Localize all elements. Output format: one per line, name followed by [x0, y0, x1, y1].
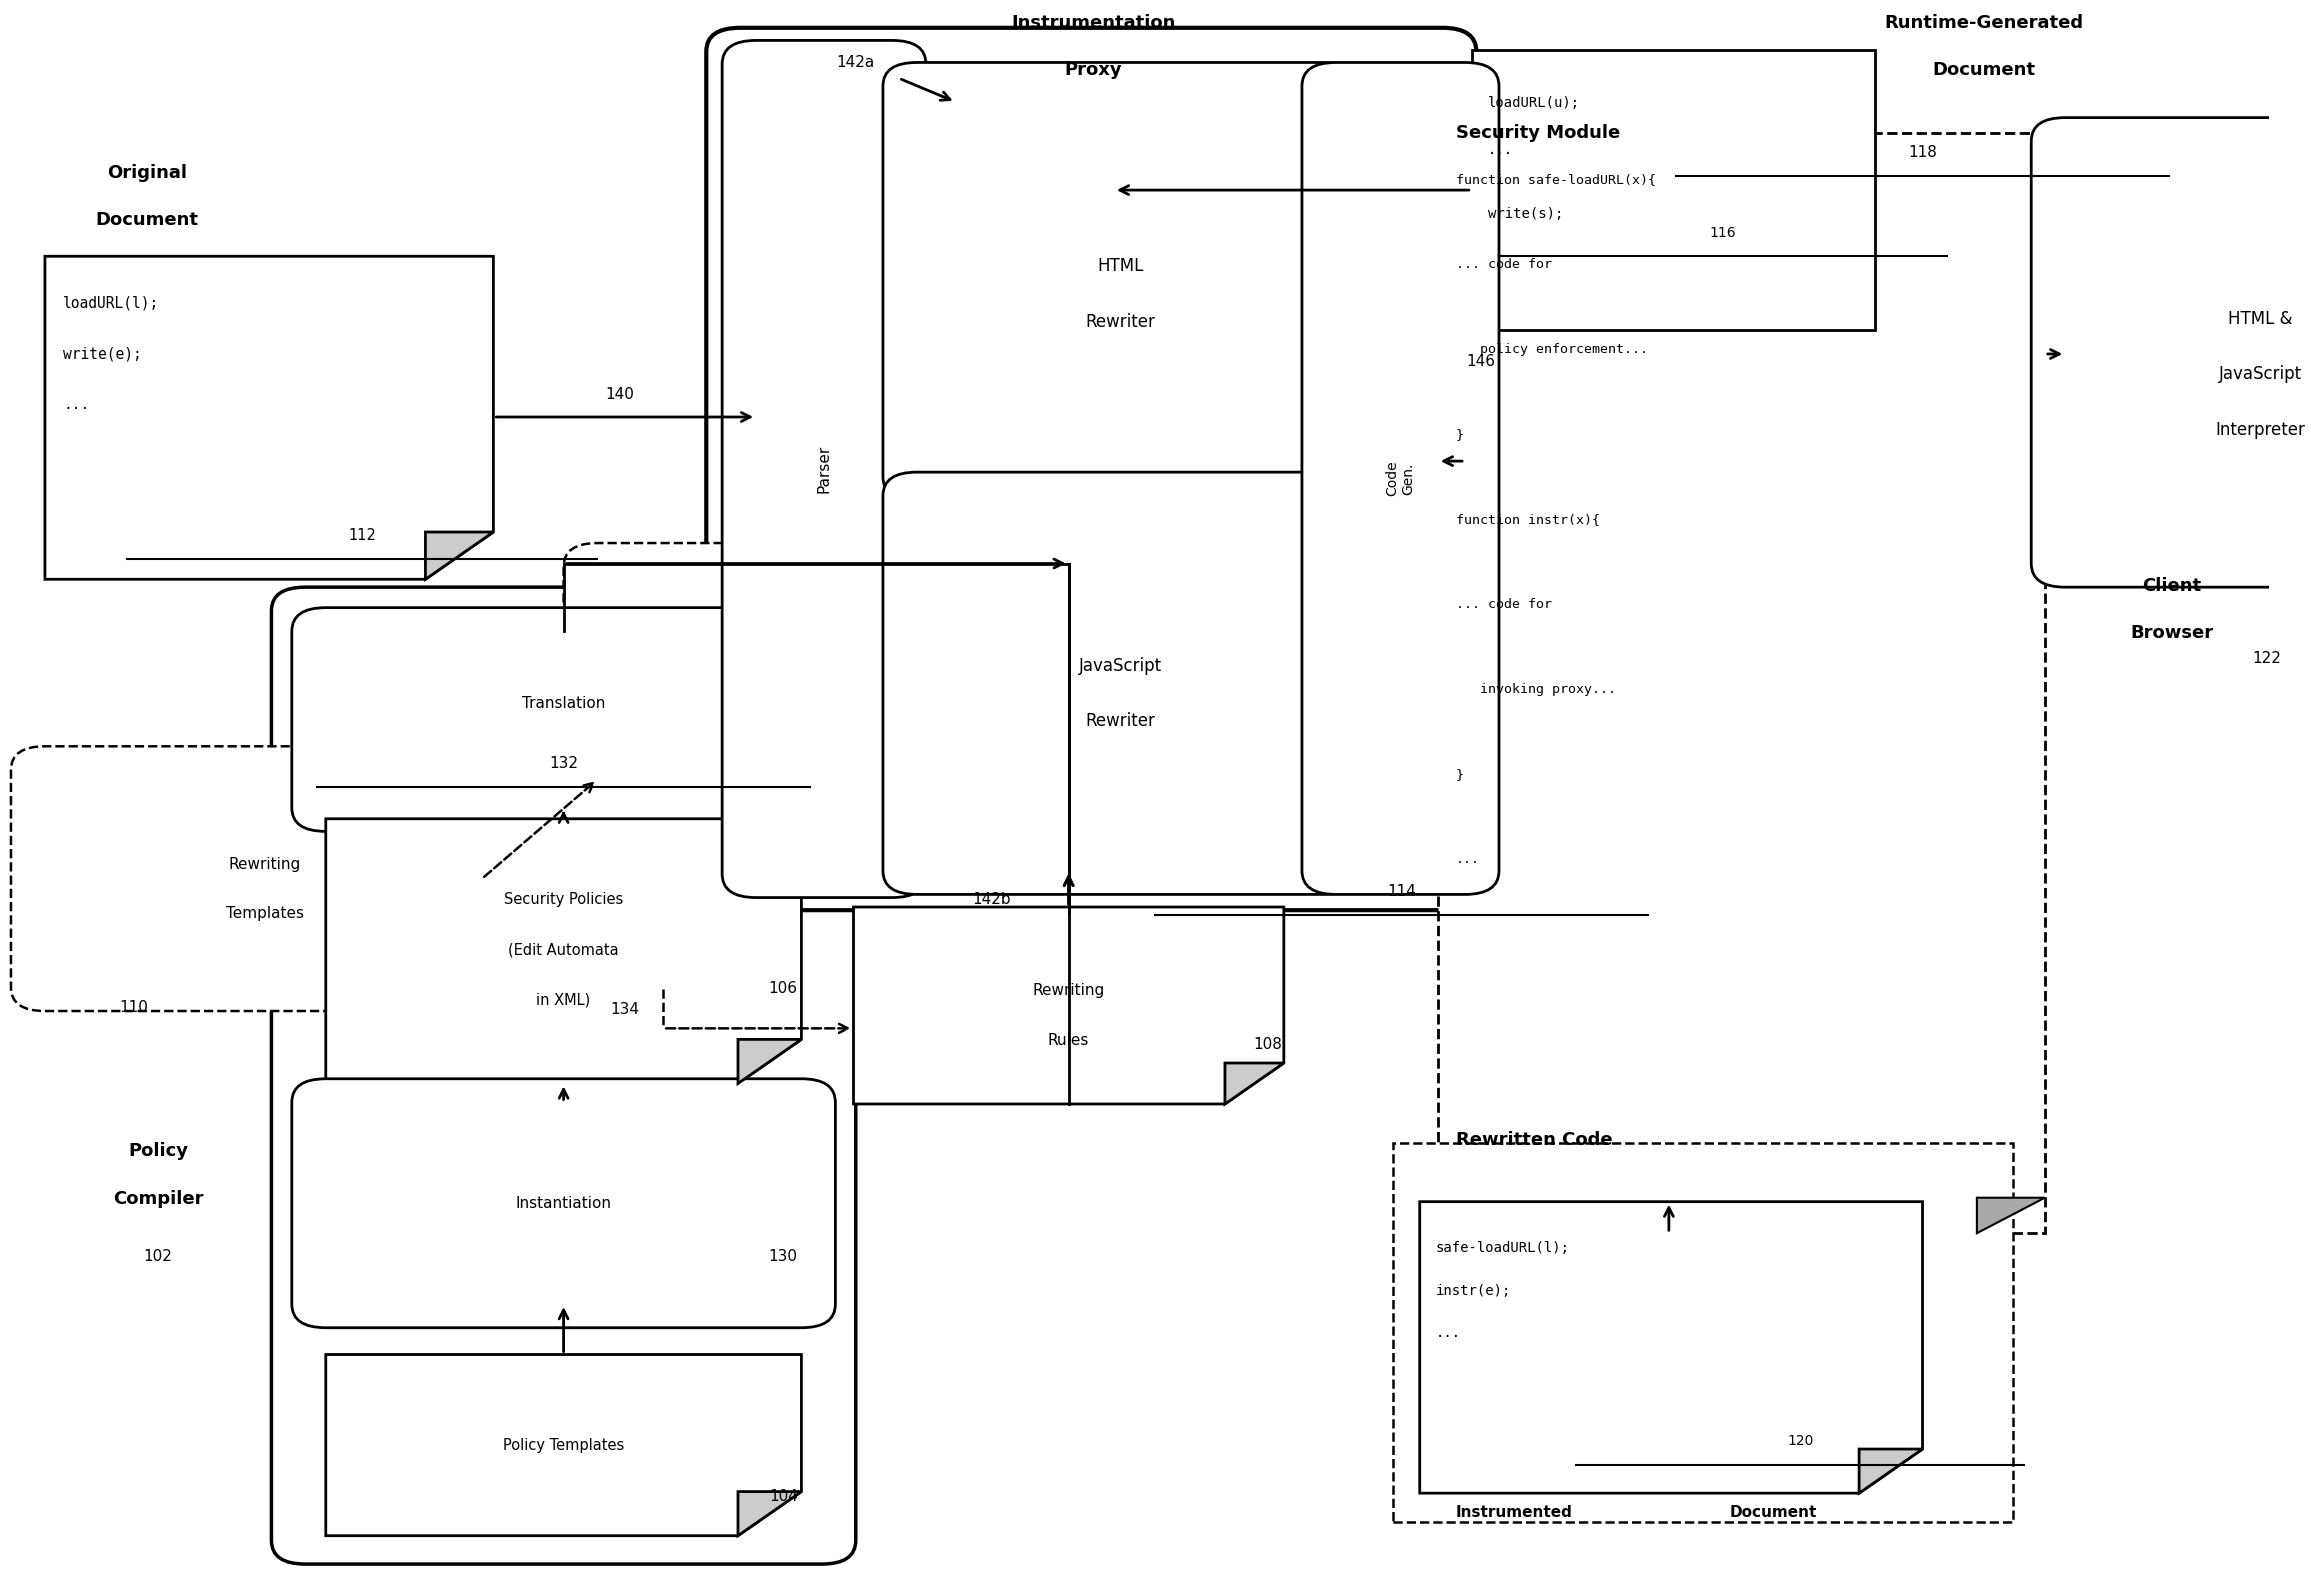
Text: invoking proxy...: invoking proxy... [1456, 683, 1615, 697]
Text: Security Module: Security Module [1456, 125, 1620, 143]
Polygon shape [1419, 1202, 1923, 1494]
Text: Rewritten Code: Rewritten Code [1456, 1131, 1613, 1150]
Text: JavaScript: JavaScript [1079, 657, 1162, 675]
Text: HTML: HTML [1098, 257, 1144, 274]
Text: Document: Document [1731, 1505, 1816, 1521]
Text: Parser: Parser [816, 445, 832, 493]
Text: Rewriter: Rewriter [1086, 713, 1156, 730]
Text: Rewriter: Rewriter [1086, 314, 1156, 331]
Polygon shape [1225, 1063, 1285, 1104]
Text: Templates: Templates [226, 906, 303, 920]
Text: HTML &: HTML & [2228, 310, 2293, 328]
Text: 142b: 142b [973, 892, 1010, 906]
FancyBboxPatch shape [721, 41, 927, 898]
Text: Instrumented: Instrumented [1456, 1505, 1574, 1521]
Text: safe-loadURL(l);: safe-loadURL(l); [1435, 1242, 1569, 1255]
Text: }: } [1456, 428, 1463, 440]
FancyBboxPatch shape [2031, 117, 2311, 588]
Text: loadURL(l);: loadURL(l); [62, 296, 159, 310]
FancyBboxPatch shape [291, 1079, 834, 1327]
FancyBboxPatch shape [1472, 49, 1874, 331]
Text: 142a: 142a [837, 55, 876, 70]
Text: 146: 146 [1467, 355, 1495, 369]
Text: 116: 116 [1710, 225, 1736, 239]
Text: Client: Client [2142, 577, 2202, 594]
Text: ...: ... [62, 396, 90, 412]
Text: Instrumentation: Instrumentation [1012, 14, 1176, 32]
Polygon shape [1858, 1449, 1923, 1494]
Text: 120: 120 [1786, 1434, 1814, 1448]
Text: Rewriting: Rewriting [1033, 984, 1105, 998]
Text: Document: Document [95, 211, 199, 230]
Text: Rewriting: Rewriting [229, 857, 300, 871]
Polygon shape [326, 819, 802, 1083]
Text: 122: 122 [2253, 651, 2281, 665]
Text: 104: 104 [770, 1489, 797, 1503]
Text: 112: 112 [349, 527, 377, 543]
Text: Policy Templates: Policy Templates [504, 1438, 624, 1454]
Text: Security Policies: Security Policies [504, 892, 624, 906]
Text: Rules: Rules [1047, 1033, 1088, 1049]
Text: write(e);: write(e); [62, 345, 141, 361]
Text: loadURL(u);: loadURL(u); [1488, 95, 1581, 109]
Text: 114: 114 [1387, 884, 1417, 898]
FancyBboxPatch shape [1301, 62, 1500, 895]
Text: 118: 118 [1909, 144, 1937, 160]
Polygon shape [853, 908, 1285, 1104]
Polygon shape [425, 532, 492, 580]
Text: 102: 102 [143, 1250, 173, 1264]
Text: 140: 140 [605, 388, 636, 402]
FancyBboxPatch shape [270, 588, 855, 1563]
Text: policy enforcement...: policy enforcement... [1456, 342, 1648, 356]
FancyBboxPatch shape [564, 543, 760, 1012]
Text: JavaScript: JavaScript [2219, 366, 2302, 383]
Text: Document: Document [1932, 62, 2036, 79]
Text: Runtime-Generated: Runtime-Generated [1883, 14, 2082, 32]
Text: 132: 132 [550, 756, 578, 771]
Text: Proxy: Proxy [1065, 62, 1123, 79]
Text: Policy: Policy [127, 1142, 187, 1159]
Text: Translation: Translation [522, 697, 605, 711]
Text: function safe-loadURL(x){: function safe-loadURL(x){ [1456, 173, 1657, 185]
Text: Instantiation: Instantiation [515, 1196, 612, 1210]
Text: ... code for: ... code for [1456, 599, 1553, 611]
Polygon shape [737, 1492, 802, 1536]
Text: function instr(x){: function instr(x){ [1456, 513, 1599, 526]
Text: 134: 134 [610, 1003, 640, 1017]
Polygon shape [737, 1039, 802, 1083]
Text: ... code for: ... code for [1456, 258, 1553, 271]
Text: write(s);: write(s); [1488, 208, 1562, 222]
Polygon shape [1976, 1198, 2045, 1234]
FancyBboxPatch shape [1394, 1144, 2013, 1522]
FancyBboxPatch shape [291, 608, 834, 832]
Text: 130: 130 [770, 1250, 797, 1264]
Text: Interpreter: Interpreter [2214, 421, 2304, 439]
Text: 108: 108 [1253, 1036, 1283, 1052]
Text: Instantiation: Instantiation [654, 733, 670, 822]
Text: Original: Original [106, 163, 187, 182]
FancyBboxPatch shape [1437, 133, 2045, 1234]
Text: 110: 110 [118, 1001, 148, 1015]
Text: (Edit Automata: (Edit Automata [508, 942, 619, 957]
FancyBboxPatch shape [707, 29, 1477, 911]
Polygon shape [326, 1354, 802, 1536]
Text: ...: ... [1456, 854, 1479, 866]
FancyBboxPatch shape [883, 62, 1359, 501]
FancyBboxPatch shape [12, 746, 515, 1011]
FancyBboxPatch shape [883, 472, 1359, 895]
Text: 106: 106 [770, 982, 797, 996]
Text: Compiler: Compiler [113, 1190, 203, 1207]
Polygon shape [44, 257, 492, 580]
Text: }: } [1456, 768, 1463, 781]
Text: Code
Gen.: Code Gen. [1384, 461, 1417, 496]
Text: Browser: Browser [2131, 624, 2214, 642]
Text: instr(e);: instr(e); [1435, 1283, 1511, 1297]
Text: ...: ... [1435, 1326, 1461, 1340]
Text: in XML): in XML) [536, 993, 592, 1007]
Text: ...: ... [1488, 143, 1514, 157]
